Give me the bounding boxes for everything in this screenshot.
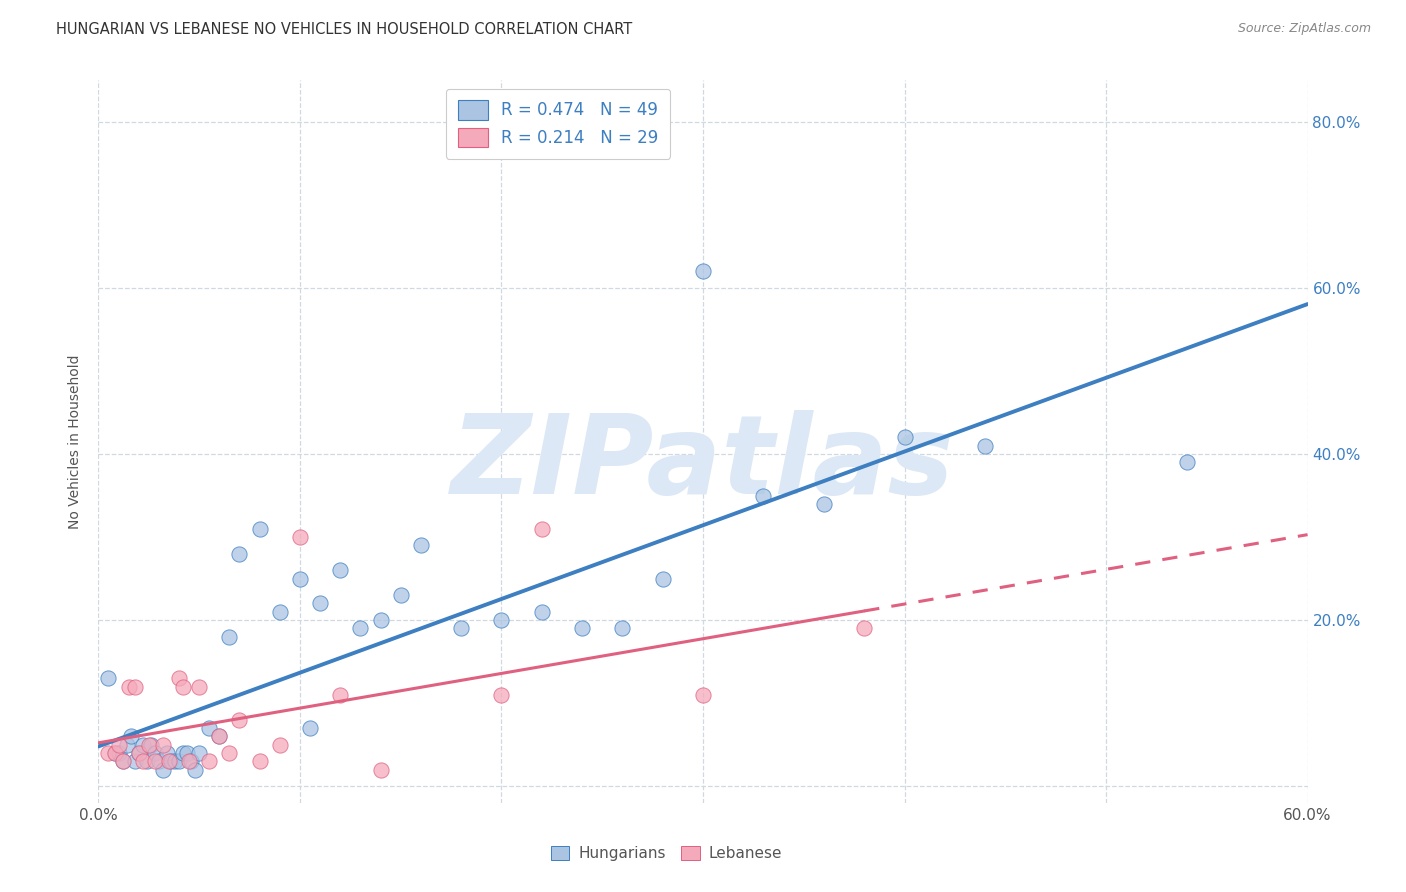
Point	[107, 746, 129, 760]
Point	[813, 497, 835, 511]
Point	[148, 754, 170, 768]
Point	[138, 738, 160, 752]
Point	[269, 605, 291, 619]
Point	[107, 738, 129, 752]
Point	[135, 754, 157, 768]
Point	[179, 754, 201, 768]
Point	[124, 680, 146, 694]
Point	[97, 746, 120, 760]
Point	[288, 572, 311, 586]
Point	[124, 754, 146, 768]
Point	[184, 763, 207, 777]
Point	[115, 738, 138, 752]
Point	[249, 754, 271, 768]
Point	[156, 746, 179, 760]
Text: ZIPatlas: ZIPatlas	[451, 409, 955, 516]
Point	[208, 730, 231, 744]
Point	[249, 522, 271, 536]
Point	[152, 738, 174, 752]
Point	[349, 621, 371, 635]
Point	[692, 264, 714, 278]
Legend: Hungarians, Lebanese: Hungarians, Lebanese	[546, 840, 789, 867]
Point	[228, 713, 250, 727]
Point	[491, 613, 513, 627]
Point	[128, 746, 150, 760]
Point	[111, 754, 134, 768]
Point	[752, 489, 775, 503]
Point	[111, 754, 134, 768]
Point	[853, 621, 876, 635]
Point	[692, 688, 714, 702]
Point	[120, 730, 142, 744]
Point	[299, 721, 322, 735]
Point	[329, 688, 352, 702]
Point	[167, 754, 190, 768]
Point	[188, 746, 211, 760]
Y-axis label: No Vehicles in Household: No Vehicles in Household	[69, 354, 83, 529]
Point	[128, 746, 150, 760]
Point	[172, 680, 194, 694]
Point	[571, 621, 593, 635]
Point	[188, 680, 211, 694]
Point	[370, 613, 392, 627]
Point	[103, 746, 125, 760]
Point	[491, 688, 513, 702]
Point	[198, 721, 221, 735]
Text: HUNGARIAN VS LEBANESE NO VEHICLES IN HOUSEHOLD CORRELATION CHART: HUNGARIAN VS LEBANESE NO VEHICLES IN HOU…	[56, 22, 633, 37]
Point	[103, 746, 125, 760]
Point	[1175, 455, 1198, 469]
Point	[132, 754, 155, 768]
Point	[180, 754, 202, 768]
Point	[152, 763, 174, 777]
Point	[139, 738, 162, 752]
Point	[132, 738, 155, 752]
Point	[198, 754, 221, 768]
Point	[143, 746, 166, 760]
Point	[218, 630, 240, 644]
Point	[228, 547, 250, 561]
Point	[974, 439, 997, 453]
Point	[143, 754, 166, 768]
Point	[309, 597, 332, 611]
Point	[269, 738, 291, 752]
Point	[612, 621, 634, 635]
Text: Source: ZipAtlas.com: Source: ZipAtlas.com	[1237, 22, 1371, 36]
Point	[893, 430, 915, 444]
Point	[530, 605, 553, 619]
Point	[409, 538, 432, 552]
Point	[370, 763, 392, 777]
Point	[218, 746, 240, 760]
Point	[167, 671, 190, 685]
Point	[157, 754, 180, 768]
Point	[160, 754, 183, 768]
Point	[208, 730, 231, 744]
Point	[530, 522, 553, 536]
Point	[329, 563, 352, 577]
Point	[288, 530, 311, 544]
Point	[389, 588, 412, 602]
Point	[97, 671, 120, 685]
Point	[176, 746, 198, 760]
Point	[651, 572, 673, 586]
Point	[450, 621, 472, 635]
Point	[172, 746, 194, 760]
Point	[163, 754, 186, 768]
Point	[118, 680, 141, 694]
